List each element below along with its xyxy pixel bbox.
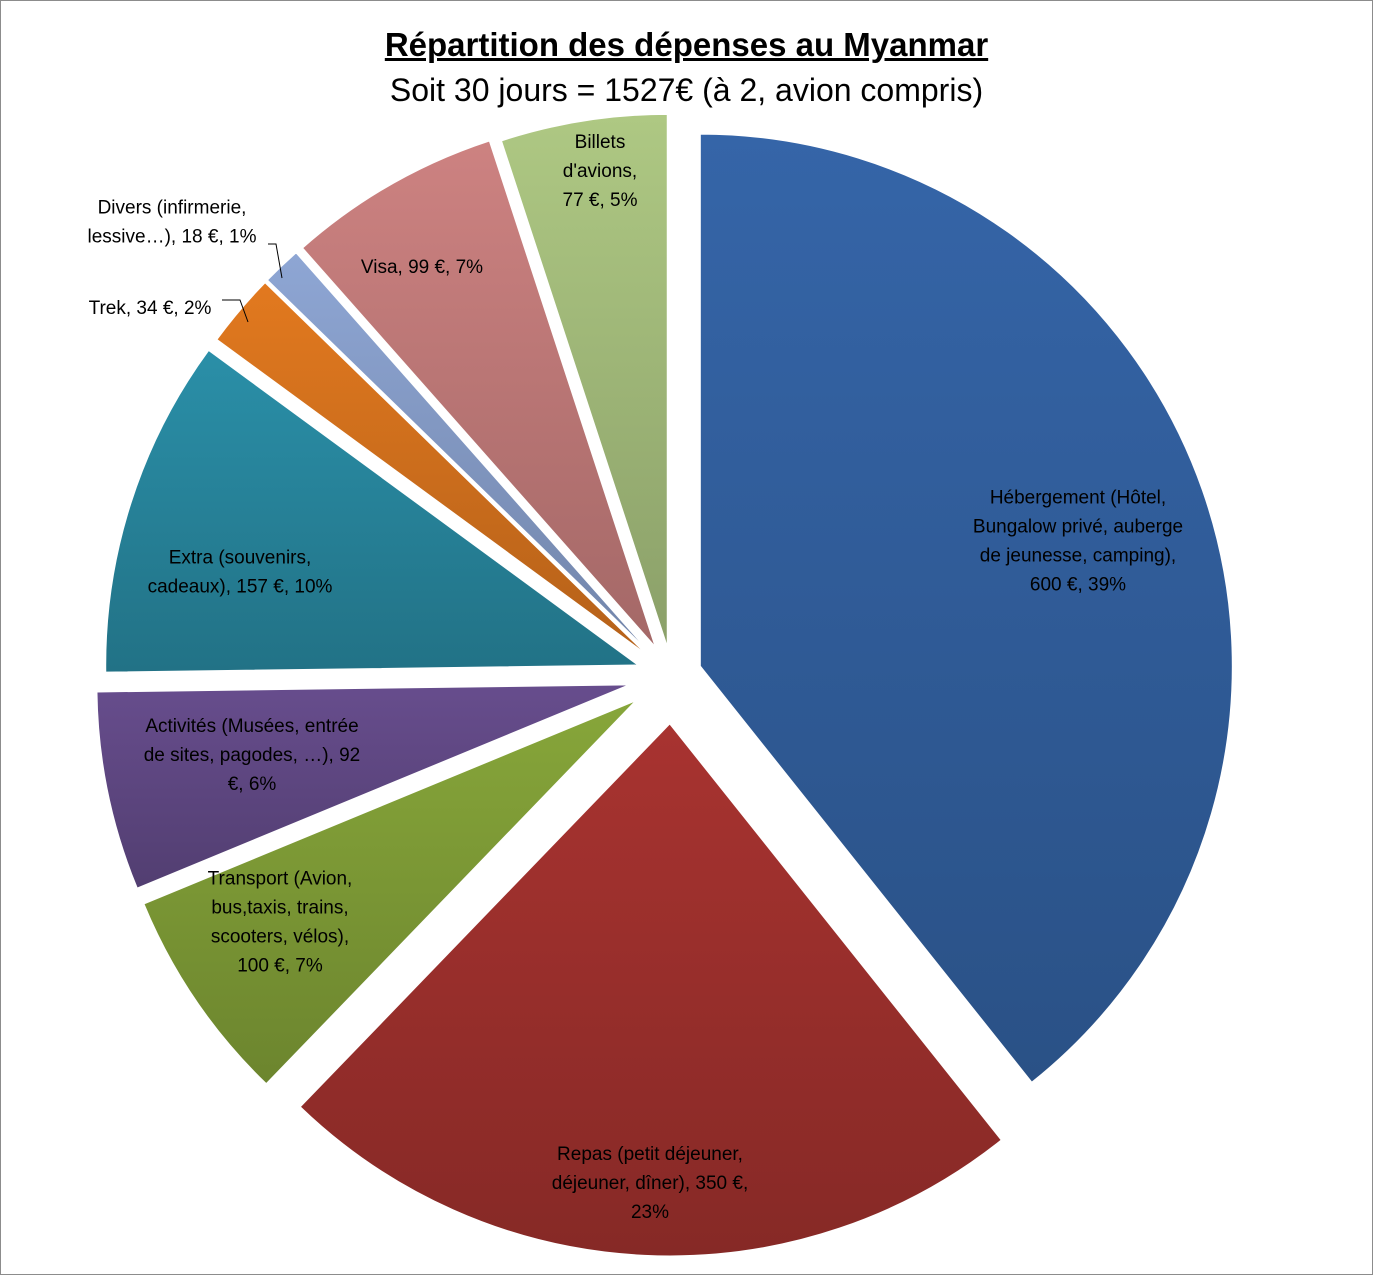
pie-slice-5 <box>216 282 647 655</box>
slice-label-0: Hébergement (Hôtel, Bungalow privé, auber… <box>973 488 1183 596</box>
slice-label-7: Visa, 99 €, 7% <box>361 257 483 278</box>
slice-label-2: Transport (Avion, bus,taxis, trains, scoot… <box>208 869 353 977</box>
pie-slice-4 <box>105 349 640 673</box>
chart-title: Répartition des dépenses au Myanmar <box>384 26 989 63</box>
chart-subtitle: Soit 30 jours = 1527€ (à 2, avion compri… <box>389 72 984 108</box>
pie-slice-3 <box>96 684 630 889</box>
pie-slice-6 <box>266 252 649 652</box>
slice-label-3: Activités (Musées, entrée de sites, pagod… <box>144 716 361 795</box>
pie-slice-7 <box>301 140 656 647</box>
pie-slice-0 <box>699 133 1233 1083</box>
pie-slice-8 <box>500 113 668 647</box>
pie-slice-1 <box>299 723 1002 1257</box>
leader-line-5 <box>222 299 249 323</box>
slice-label-1: Repas (petit déjeuner, déjeuner, dîner), … <box>552 1144 748 1223</box>
slice-label-5: Trek, 34 €, 2% <box>89 298 212 319</box>
slice-label-8: Billets d'avions, 77 €, 5% <box>563 132 638 211</box>
pie-slice-2 <box>143 700 636 1085</box>
leader-line-6 <box>268 243 283 279</box>
slice-label-6: Divers (infirmerie, lessive…), 18 €, 1% <box>88 198 257 248</box>
slice-label-4: Extra (souvenirs, cadeaux), 157 €, 10% <box>148 548 333 598</box>
